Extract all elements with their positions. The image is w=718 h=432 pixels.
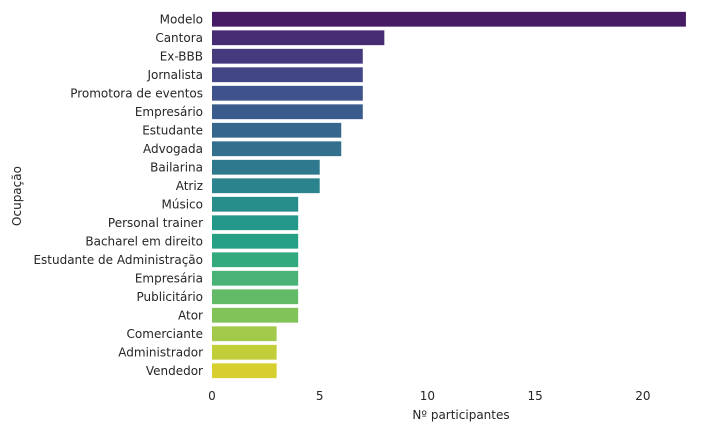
y-tick-label: Bacharel em direito: [85, 234, 203, 248]
y-tick-label: Ex-BBB: [160, 49, 203, 63]
bar-12: [212, 233, 299, 249]
bar-5: [212, 104, 363, 120]
y-tick-label: Jornalista: [146, 68, 203, 82]
y-tick-label: Cantora: [155, 31, 203, 45]
bar-2: [212, 48, 363, 64]
bar-1: [212, 30, 385, 46]
y-tick-labels: Modelo Cantora Ex-BBB Jornalista Promotora d…: [33, 12, 203, 378]
y-tick-label: Bailarina: [150, 160, 203, 174]
y-tick-label: Vendedor: [146, 364, 203, 378]
x-tick-label: 15: [527, 389, 542, 403]
y-tick-label: Músico: [162, 197, 203, 211]
bar-7: [212, 141, 342, 157]
y-tick-label: Empresário: [135, 105, 203, 119]
bar-14: [212, 270, 299, 286]
x-axis-title: Nº participantes: [412, 408, 509, 422]
bar-8: [212, 159, 320, 175]
bar-16: [212, 307, 299, 323]
bar-10: [212, 196, 299, 212]
bar-4: [212, 85, 363, 101]
bar-11: [212, 215, 299, 231]
x-tick-label: 0: [208, 389, 216, 403]
y-tick-label: Administrador: [118, 345, 203, 359]
bar-6: [212, 122, 342, 138]
bars-group: [212, 11, 686, 379]
bar-15: [212, 289, 299, 305]
y-tick-label: Estudante de Administração: [33, 253, 203, 267]
x-tick-label: 20: [635, 389, 650, 403]
y-tick-label: Ator: [178, 308, 203, 322]
y-tick-label: Estudante: [142, 123, 203, 137]
y-tick-label: Promotora de eventos: [70, 86, 203, 100]
x-tick-label: 5: [316, 389, 324, 403]
y-tick-label: Personal trainer: [108, 216, 203, 230]
y-tick-label: Advogada: [143, 142, 203, 156]
bar-18: [212, 344, 277, 360]
y-tick-label: Empresária: [135, 271, 203, 285]
y-tick-label: Comerciante: [127, 327, 203, 341]
bar-0: [212, 11, 686, 27]
y-tick-label: Atriz: [176, 179, 203, 193]
x-tick-label: 10: [420, 389, 435, 403]
bar-3: [212, 67, 363, 83]
bar-13: [212, 252, 299, 268]
y-tick-label: Publicitário: [136, 290, 203, 304]
x-tick-labels: 0 5 10 15 20: [208, 389, 650, 403]
bar-9: [212, 178, 320, 194]
y-tick-label: Modelo: [160, 12, 203, 26]
bar-17: [212, 326, 277, 342]
bar-19: [212, 363, 277, 379]
y-axis-title: Ocupação: [10, 166, 24, 226]
